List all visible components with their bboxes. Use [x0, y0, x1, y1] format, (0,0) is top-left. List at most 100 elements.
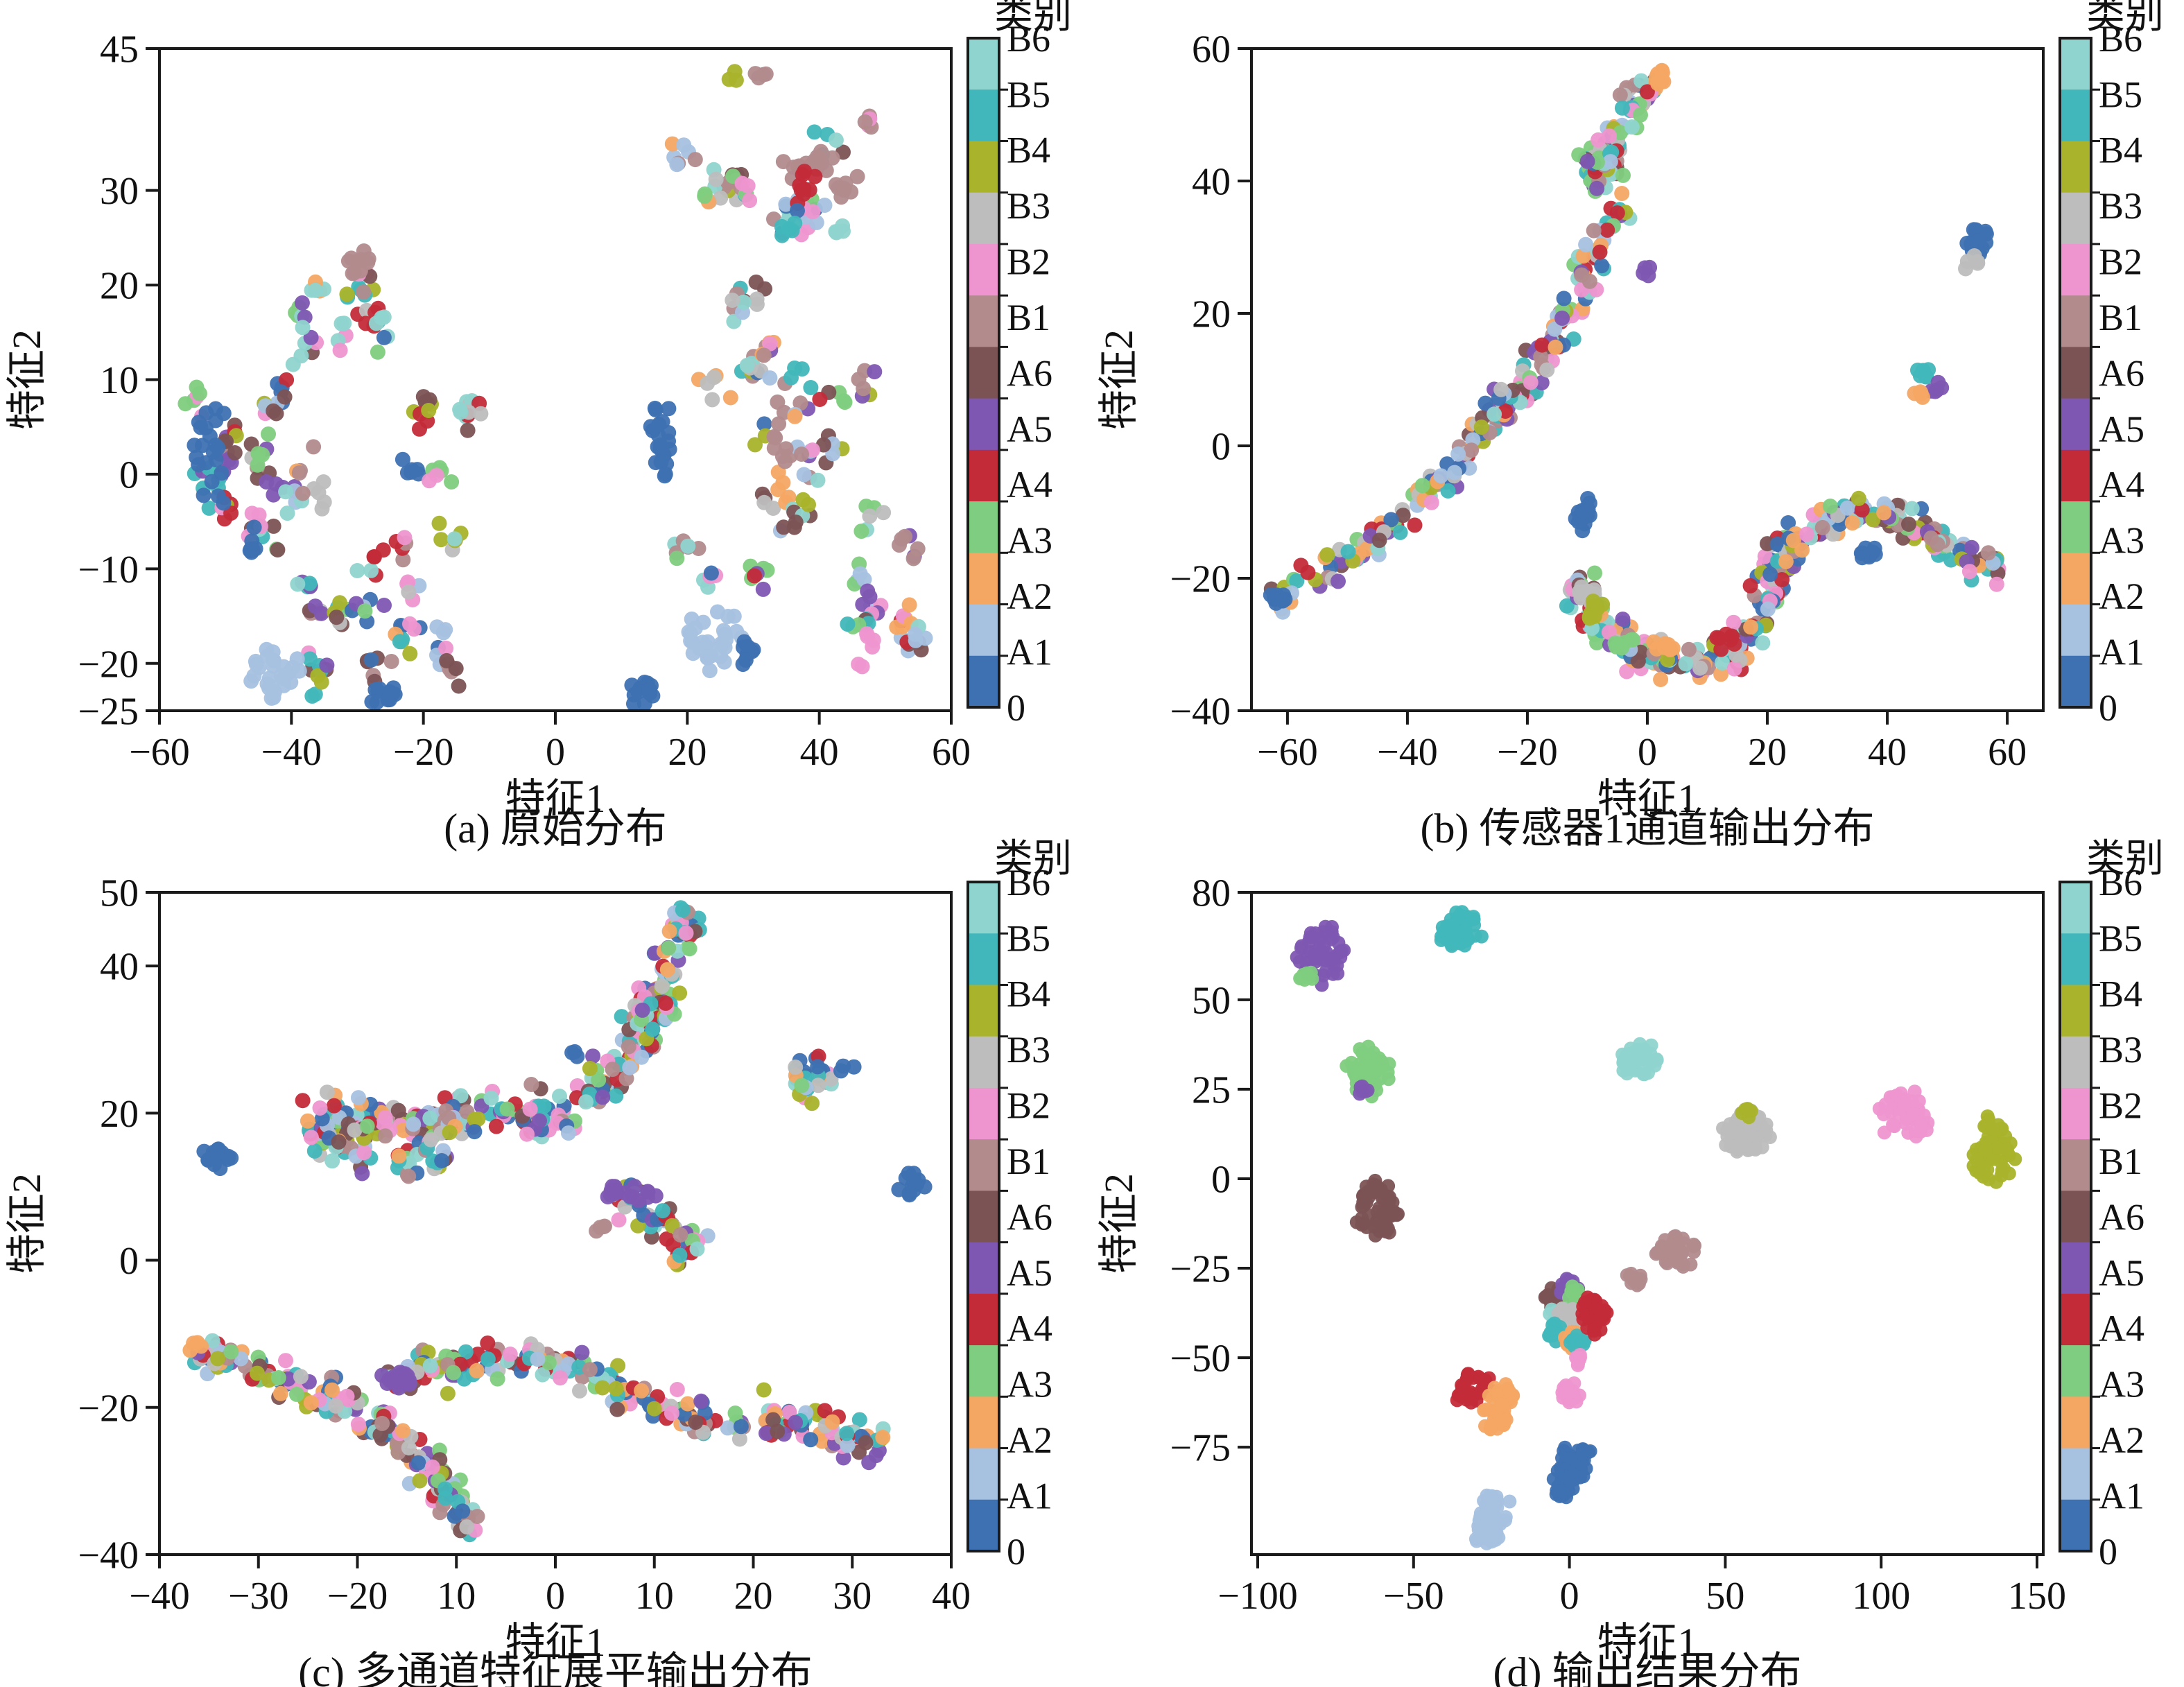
scatter-point	[1477, 395, 1493, 411]
scatter-point	[572, 1383, 587, 1399]
scatter-point	[374, 1415, 390, 1431]
scatter-point	[295, 1093, 311, 1109]
scatter-point	[796, 467, 812, 483]
legend-label-A5: A5	[1007, 408, 1052, 450]
scatter-point	[1571, 1356, 1586, 1370]
scatter-point	[394, 1365, 410, 1381]
scatter-point	[1300, 564, 1316, 580]
scatter-point	[653, 454, 669, 470]
scatter-point	[216, 406, 232, 422]
scatter-point	[376, 598, 392, 613]
legend-label-B6: B6	[1007, 862, 1050, 903]
scatter-point	[395, 451, 410, 467]
scatter-point	[354, 1166, 370, 1182]
scatter-point	[439, 652, 455, 668]
scatter-point	[480, 1351, 496, 1367]
scatter-point	[401, 1376, 417, 1392]
scatter-point	[431, 515, 447, 531]
scatter-point	[1498, 1513, 1513, 1528]
scatter-point	[1854, 550, 1870, 566]
scatter-point	[1495, 1397, 1509, 1412]
scatter-point	[444, 474, 460, 490]
scatter-point	[661, 401, 677, 417]
scatter-point	[377, 1110, 393, 1126]
scatter-point	[839, 1426, 855, 1442]
y-tick-label: 80	[1192, 872, 1231, 915]
scatter-point	[1489, 1489, 1504, 1504]
scatter-point	[397, 530, 413, 546]
legend-swatch-0	[2060, 1499, 2091, 1552]
scatter-point	[607, 1186, 623, 1202]
scatter-point	[661, 940, 677, 956]
legend-title: 类别	[2086, 0, 2164, 37]
scatter-point	[1759, 1123, 1774, 1138]
scatter-point	[422, 1110, 438, 1126]
scatter-point	[1574, 267, 1590, 283]
scatter-point	[519, 1126, 535, 1142]
scatter-point	[860, 628, 876, 644]
scatter-point	[332, 343, 348, 358]
x-tick-label: 60	[1988, 731, 2027, 774]
scatter-point	[1905, 1107, 1919, 1122]
scatter-point	[349, 563, 365, 578]
scatter-point	[641, 682, 657, 698]
scatter-point	[293, 1369, 309, 1385]
scatter-points-layer	[182, 900, 933, 1543]
scatter-point	[812, 392, 828, 407]
scatter-point	[356, 1145, 372, 1161]
legend-label-B3: B3	[1007, 185, 1050, 227]
scatter-point	[1661, 637, 1676, 652]
y-tick-label: 45	[100, 28, 139, 71]
scatter-point	[270, 542, 286, 557]
scatter-point	[1757, 548, 1773, 564]
scatter-point	[560, 1125, 576, 1141]
scatter-point	[689, 1241, 705, 1257]
scatter-point	[1539, 362, 1555, 378]
scatter-point	[1649, 1247, 1663, 1261]
scatter-point	[356, 284, 372, 300]
legend-swatch-B4	[2060, 141, 2091, 193]
scatter-point	[300, 1113, 315, 1129]
scatter-point	[1575, 523, 1591, 539]
legend-label-A2: A2	[1007, 1419, 1052, 1461]
scatter-point	[1331, 573, 1346, 589]
scatter-point	[530, 1351, 546, 1367]
scatter-point	[302, 576, 318, 591]
scatter-point	[1300, 951, 1315, 965]
scatter-point	[1439, 923, 1454, 937]
x-tick-label: 100	[1852, 1575, 1910, 1618]
scatter-point	[402, 646, 418, 661]
legend-swatch-B5	[968, 89, 999, 142]
scatter-point	[470, 1111, 486, 1127]
scatter-point	[1289, 573, 1305, 589]
scatter-point	[710, 604, 725, 620]
scatter-point	[1473, 419, 1489, 435]
scatter-point	[765, 501, 781, 516]
scatter-point	[673, 1227, 688, 1243]
scatter-point	[1534, 337, 1550, 353]
scatter-point	[736, 294, 752, 310]
scatter-point	[469, 1509, 485, 1524]
scatter-point	[592, 1220, 608, 1236]
x-tick-label: −40	[1377, 731, 1438, 774]
scatter-point	[811, 1078, 826, 1093]
legend-colorbar: B6 B5 B4 B3 B2 B1 A6 A5 A4 A3 A2 A1 0 类别	[967, 0, 1072, 729]
scatter-point	[1649, 69, 1665, 85]
scatter-point	[1589, 180, 1605, 196]
scatter-point	[374, 310, 390, 326]
scatter-point	[391, 1148, 407, 1164]
scatter-point	[1915, 389, 1930, 405]
scatter-point	[862, 508, 878, 524]
scatter-point	[382, 684, 398, 700]
scatter-point	[672, 985, 688, 1001]
scatter-point	[1762, 566, 1778, 582]
legend-swatch-B1	[968, 1139, 999, 1192]
legend-label-B4: B4	[2099, 974, 2142, 1015]
colorbar-border	[2059, 37, 2092, 709]
legend-colorbar: B6 B5 B4 B3 B2 B1 A6 A5 A4 A3 A2 A1 0 类别	[967, 838, 1072, 1573]
x-tick-label: −50	[1383, 1575, 1444, 1618]
x-axis-label: 特征1	[505, 1620, 605, 1665]
y-tick-label: −20	[78, 1387, 139, 1430]
scatter-point	[303, 1130, 319, 1145]
scatter-point	[901, 597, 917, 613]
